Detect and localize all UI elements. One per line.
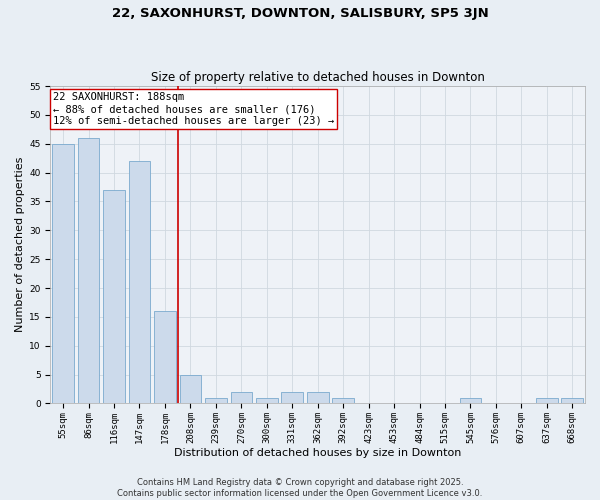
Bar xyxy=(230,392,252,404)
Text: 22, SAXONHURST, DOWNTON, SALISBURY, SP5 3JN: 22, SAXONHURST, DOWNTON, SALISBURY, SP5 … xyxy=(112,8,488,20)
Bar xyxy=(562,398,583,404)
Bar xyxy=(179,374,201,404)
Bar xyxy=(281,392,303,404)
Bar xyxy=(536,398,557,404)
Bar xyxy=(307,392,329,404)
Bar xyxy=(78,138,100,404)
Title: Size of property relative to detached houses in Downton: Size of property relative to detached ho… xyxy=(151,70,485,84)
Bar xyxy=(332,398,354,404)
Y-axis label: Number of detached properties: Number of detached properties xyxy=(15,157,25,332)
Bar xyxy=(52,144,74,404)
Bar xyxy=(256,398,278,404)
X-axis label: Distribution of detached houses by size in Downton: Distribution of detached houses by size … xyxy=(174,448,461,458)
Bar xyxy=(205,398,227,404)
Bar xyxy=(154,311,176,404)
Bar xyxy=(460,398,481,404)
Text: Contains HM Land Registry data © Crown copyright and database right 2025.
Contai: Contains HM Land Registry data © Crown c… xyxy=(118,478,482,498)
Bar xyxy=(103,190,125,404)
Text: 22 SAXONHURST: 188sqm
← 88% of detached houses are smaller (176)
12% of semi-det: 22 SAXONHURST: 188sqm ← 88% of detached … xyxy=(53,92,334,126)
Bar xyxy=(128,161,151,404)
